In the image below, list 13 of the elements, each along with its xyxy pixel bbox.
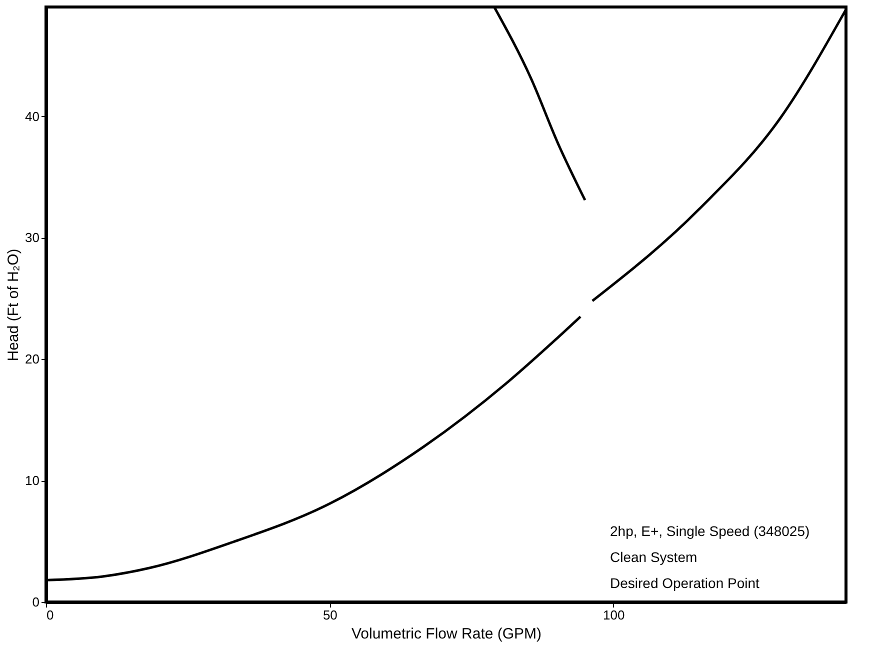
- y-axis-title: Head (Ft of H₂O): [5, 248, 22, 362]
- y-tick-label: 0: [32, 594, 40, 610]
- x-tick-label: 50: [322, 608, 338, 622]
- annotation: 2hp, E+, Single Speed (348025): [610, 523, 810, 539]
- x-axis-title: Volumetric Flow Rate (GPM): [351, 626, 542, 642]
- y-tick-label: 40: [25, 108, 40, 124]
- annotation: Clean System: [610, 549, 698, 565]
- annotation: Desired Operation Point: [610, 575, 760, 591]
- x-tick-label: 100: [603, 608, 625, 622]
- y-tick-label: 10: [25, 473, 40, 488]
- y-tick-label: 20: [25, 352, 40, 367]
- x-tick-label: 0: [46, 608, 54, 622]
- y-tick-label: 30: [25, 230, 40, 246]
